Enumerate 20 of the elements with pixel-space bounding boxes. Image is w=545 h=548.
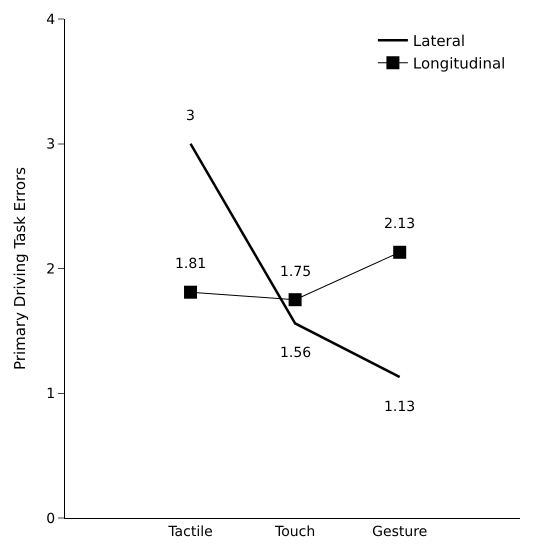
y-tick-label: 1 <box>46 386 56 402</box>
y-axis-title: Primary Driving Task Errors <box>11 166 29 370</box>
x-tick-label: Tactile <box>167 524 213 540</box>
y-tick-label: 4 <box>46 12 56 28</box>
y-tick-label: 2 <box>46 261 56 278</box>
data-label: 1.56 <box>280 345 312 361</box>
legend-label: Longitudinal <box>412 54 506 73</box>
data-label: 3 <box>186 108 195 124</box>
point <box>393 246 406 259</box>
data-label: 1.75 <box>280 264 312 280</box>
point <box>184 286 198 299</box>
x-tick-label: Gesture <box>372 524 428 540</box>
data-label: 1.81 <box>175 256 206 272</box>
y-tick-label: 3 <box>46 136 56 153</box>
data-label: 1.13 <box>384 399 416 415</box>
point <box>288 293 302 306</box>
x-tick-label: Touch <box>274 524 316 540</box>
legend-label: Lateral <box>412 32 466 50</box>
data-label: 2.13 <box>384 216 416 232</box>
y-tick-label: 0 <box>46 510 56 527</box>
